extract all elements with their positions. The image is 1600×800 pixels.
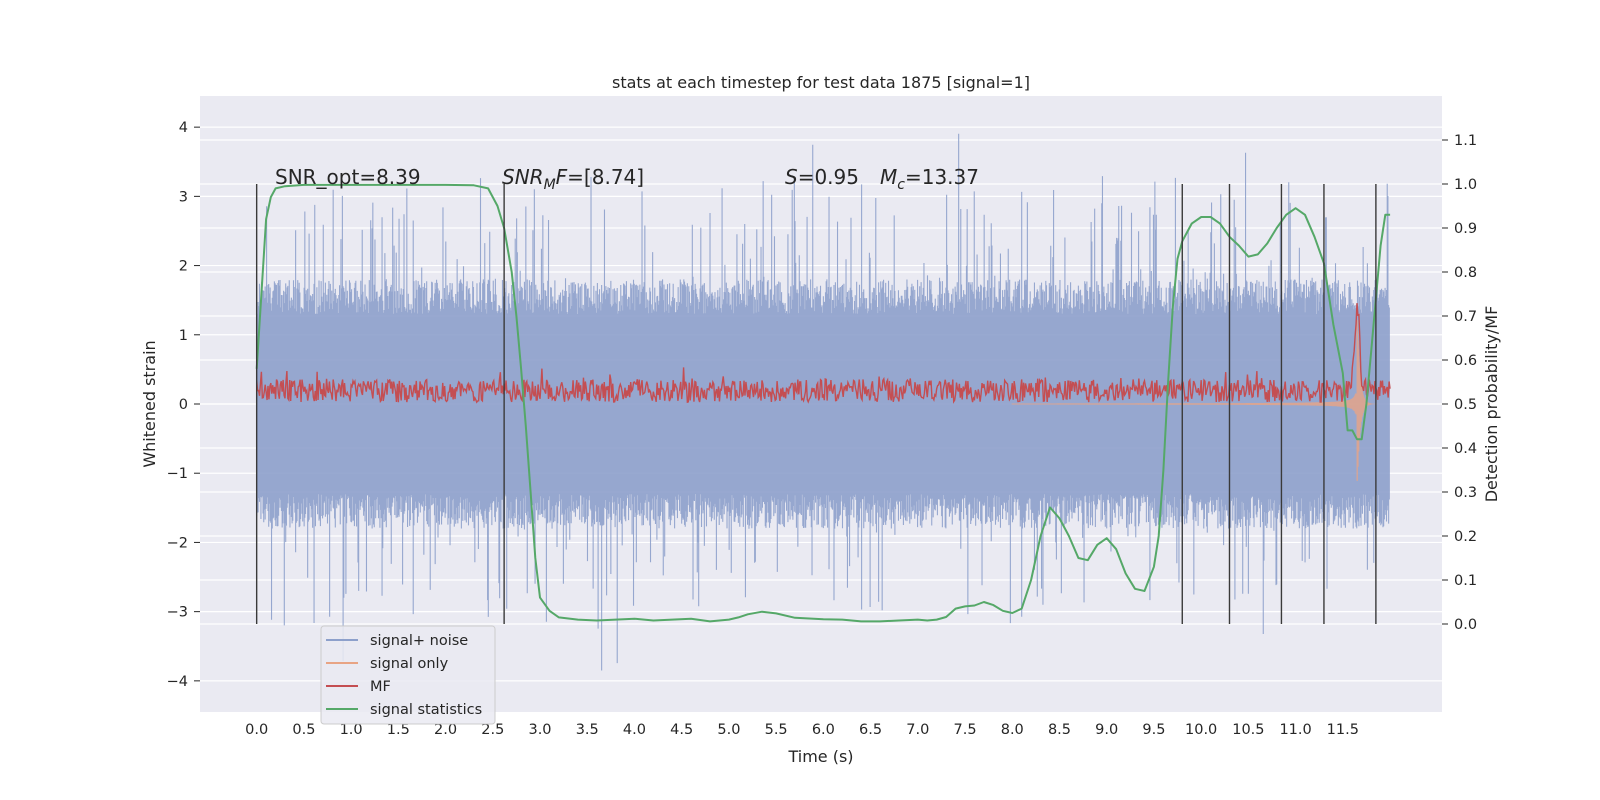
annotation-mc: Mc=13.37 [880, 165, 979, 193]
y-tick-label-right: 0.1 [1454, 573, 1477, 589]
x-tick-label: 1.0 [340, 722, 363, 738]
x-tick-label: 1.5 [387, 722, 410, 738]
y-tick-label-right: 0.9 [1454, 221, 1477, 237]
x-tick-label: 2.5 [481, 722, 504, 738]
series-signal-statistics [255, 183, 1391, 623]
x-tick-label: 4.0 [623, 722, 646, 738]
snr-mf-italic: F [556, 165, 568, 189]
series-mf [255, 303, 1391, 404]
x-tick-label: 0.0 [245, 722, 268, 738]
snr-mf-sub: M [544, 177, 556, 193]
x-tick-label: 6.0 [812, 722, 835, 738]
x-tick-label: 5.0 [717, 722, 740, 738]
y-axis-label-right: Detection probability/MF [1482, 306, 1501, 503]
tick-labels: 0.0 0.5 1.0 1.5 2.0 2.5 3.0 3.5 4.0 4.5 5.0 5.5 6.0 6… [167, 120, 1477, 738]
x-tick-label: 7.5 [954, 722, 977, 738]
y-tick-label-right: 0.8 [1454, 265, 1477, 281]
y-tick-label-right: 0.4 [1454, 441, 1477, 457]
legend-label-signal-only: signal only [370, 656, 449, 672]
legend-label-mf: MF [370, 679, 391, 695]
series-layer [255, 133, 1391, 671]
x-tick-label: 11.5 [1327, 722, 1359, 738]
x-tick-label: 6.5 [859, 722, 882, 738]
mc-base: M [880, 165, 897, 189]
series-signal-only [1011, 320, 1378, 481]
y-tick-label-right: 0.0 [1454, 617, 1477, 633]
legend-box [320, 625, 496, 725]
x-tick-label: 8.0 [1001, 722, 1024, 738]
x-tick-label: 11.0 [1279, 722, 1311, 738]
x-axis-label: Time (s) [787, 747, 853, 766]
x-tick-label: 4.5 [670, 722, 693, 738]
x-tick-label: 7.0 [906, 722, 929, 738]
legend: signal+ noise signal only MF signal stat… [320, 625, 496, 725]
annotation-snr-mf: SNRMF=[8.74] [502, 165, 644, 193]
legend-label-signal-noise: signal+ noise [370, 633, 468, 649]
mc-value: =13.37 [905, 165, 979, 189]
x-tick-label: 9.5 [1142, 722, 1165, 738]
x-tick-label: 5.5 [765, 722, 788, 738]
s-symbol: S [785, 165, 798, 189]
y-tick-label-right: 0.7 [1454, 309, 1477, 325]
y-axis-label-left: Whitened strain [140, 340, 159, 467]
x-tick-label: 9.0 [1095, 722, 1118, 738]
y-tick-label-right: 0.2 [1454, 529, 1477, 545]
x-tick-label: 3.0 [528, 722, 551, 738]
x-tick-label: 10.5 [1232, 722, 1264, 738]
snr-mf-value: =[8.74] [567, 165, 644, 189]
mc-sub: c [897, 177, 905, 193]
y-tick-label-left: −2 [167, 535, 188, 551]
y-tick-label-left: 0 [179, 397, 188, 413]
x-tick-label: 2.0 [434, 722, 457, 738]
x-tick-label: 8.5 [1048, 722, 1071, 738]
y-tick-label-left: −3 [167, 605, 188, 621]
y-tick-label-left: 1 [179, 328, 188, 344]
vertical-markers [255, 184, 1377, 624]
y-tick-label-right: 1.1 [1454, 133, 1477, 149]
y-tick-label-left: −4 [167, 674, 188, 690]
s-value: =0.95 [798, 165, 859, 189]
y-tick-label-left: 3 [179, 189, 188, 205]
y-tick-label-left: 4 [179, 120, 188, 136]
y-tick-label-right: 0.5 [1454, 397, 1477, 413]
annotation-s: S=0.95 [785, 165, 859, 189]
x-tick-label: 3.5 [576, 722, 599, 738]
y-tick-label-left: −1 [167, 466, 188, 482]
chart-title: stats at each timestep for test data 187… [612, 73, 1030, 92]
snr-mf-base: SNR [502, 165, 544, 189]
annotation-snr-opt: SNR_opt=8.39 [275, 165, 421, 189]
x-tick-label: 0.5 [292, 722, 315, 738]
y-tick-label-right: 0.6 [1454, 353, 1477, 369]
y-tick-label-right: 0.3 [1454, 485, 1477, 501]
y-tick-label-right: 1.0 [1454, 177, 1477, 193]
y-tick-label-left: 2 [179, 259, 188, 275]
x-tick-label: 10.0 [1185, 722, 1217, 738]
legend-label-signal-statistics: signal statistics [370, 702, 482, 718]
